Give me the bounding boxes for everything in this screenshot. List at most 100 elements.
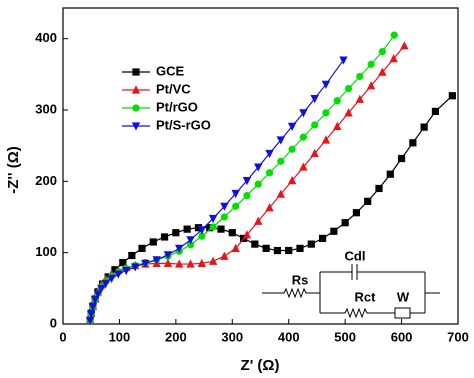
marker [97, 284, 106, 293]
marker [299, 109, 308, 118]
marker [163, 258, 173, 267]
x-tick-label: 0 [59, 329, 66, 344]
marker [352, 209, 361, 217]
x-tick-label: 100 [109, 329, 131, 344]
marker [265, 169, 274, 177]
marker [310, 148, 319, 158]
marker [409, 139, 417, 147]
x-axis-title: Z' (Ω) [241, 357, 280, 374]
marker [141, 259, 150, 268]
marker [85, 316, 95, 326]
marker [265, 203, 274, 212]
circuit-inset: Rs Cdl Rct W [262, 248, 440, 319]
marker [186, 236, 195, 245]
marker [341, 219, 349, 227]
marker [287, 122, 297, 132]
marker [198, 232, 206, 240]
marker [175, 259, 184, 268]
marker [344, 108, 353, 117]
circuit-label: Rs [292, 272, 309, 287]
marker [160, 233, 169, 241]
marker [186, 241, 195, 249]
marker [262, 244, 270, 252]
marker [330, 227, 338, 235]
marker [175, 244, 184, 253]
marker [88, 303, 98, 312]
marker [208, 214, 218, 224]
marker [251, 240, 259, 248]
marker [152, 256, 161, 265]
marker [197, 226, 207, 235]
marker [90, 296, 100, 305]
marker [242, 230, 252, 239]
marker [242, 177, 252, 186]
legend-marker [131, 122, 141, 131]
marker [186, 259, 195, 268]
marker [333, 97, 341, 105]
marker [420, 123, 428, 131]
marker [276, 136, 286, 145]
marker [307, 240, 315, 248]
marker [375, 184, 383, 193]
marker [183, 225, 191, 233]
marker [288, 145, 296, 153]
marker [333, 121, 342, 131]
x-tick-label: 700 [447, 329, 469, 344]
marker [87, 310, 96, 319]
marker [122, 266, 131, 276]
marker [163, 251, 173, 260]
marker [400, 41, 409, 50]
circuit-label: Rct [355, 289, 377, 304]
marker [397, 154, 406, 163]
y-tick-label: 0 [50, 315, 57, 330]
marker [431, 107, 440, 116]
marker [364, 197, 372, 205]
circuit-label: Cdl [345, 248, 366, 263]
marker [119, 259, 127, 267]
marker [356, 72, 364, 81]
marker [322, 109, 330, 117]
marker [265, 149, 274, 159]
y-tick-label: 300 [35, 101, 57, 116]
marker [131, 263, 140, 272]
marker [355, 94, 365, 103]
marker [232, 202, 240, 210]
marker [138, 244, 146, 252]
marker [172, 229, 180, 237]
marker [296, 244, 304, 252]
legend-marker [132, 68, 140, 76]
plot-frame [62, 7, 459, 325]
marker [231, 189, 240, 199]
circuit-label: W [397, 289, 410, 304]
x-tick-label: 500 [334, 329, 356, 344]
marker [114, 270, 123, 279]
legend-label: Pt/rGO [156, 99, 198, 114]
marker [254, 180, 262, 188]
marker [220, 202, 229, 211]
marker [111, 266, 119, 274]
marker [197, 258, 207, 267]
marker [344, 85, 353, 93]
marker [378, 67, 387, 76]
legend-marker [131, 85, 141, 94]
marker [366, 81, 376, 90]
marker [149, 238, 157, 246]
marker [448, 92, 456, 100]
y-tick-label: 400 [35, 30, 57, 45]
marker [311, 121, 319, 129]
marker [128, 251, 136, 260]
x-tick-label: 400 [278, 329, 300, 344]
legend-label: GCE [156, 63, 185, 78]
marker [287, 176, 297, 185]
series-line [89, 34, 395, 321]
marker [209, 223, 217, 231]
marker [277, 157, 285, 165]
y-tick-label: 200 [35, 173, 57, 188]
marker [299, 133, 307, 141]
marker [243, 192, 251, 200]
x-tick-label: 200 [165, 329, 187, 344]
marker [299, 162, 308, 171]
marker [378, 47, 386, 56]
marker [273, 246, 282, 255]
